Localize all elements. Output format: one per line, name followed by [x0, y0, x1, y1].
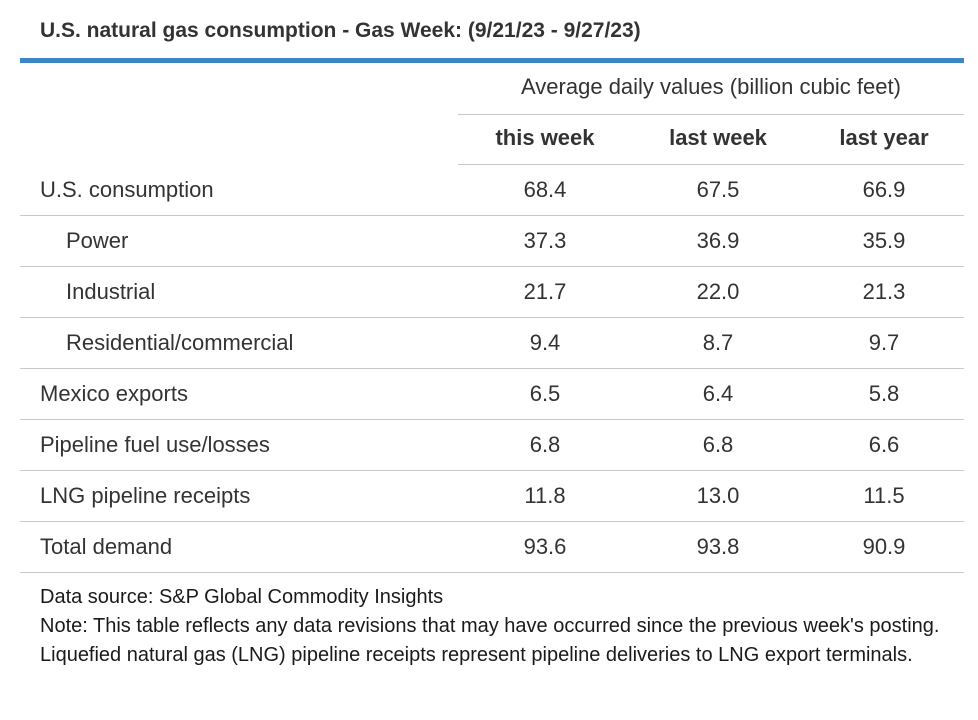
cell-last-year: 35.9: [862, 228, 906, 253]
table-row: Industrial 21.7 22.0 21.3: [20, 267, 964, 318]
row-label: Pipeline fuel use/losses: [40, 432, 270, 457]
cell-this-week: 68.4: [523, 177, 567, 202]
cell-this-week: 37.3: [523, 228, 567, 253]
cell-last-week: 6.4: [702, 381, 734, 406]
column-header-this-week: this week: [495, 125, 595, 150]
cell-last-week: 22.0: [696, 279, 740, 304]
cell-last-year: 9.7: [868, 330, 900, 355]
cell-last-year: 6.6: [868, 432, 900, 457]
table-row: Residential/commercial 9.4 8.7 9.7: [20, 318, 964, 369]
column-header-last-year: last year: [839, 125, 929, 150]
group-header-rule: [458, 114, 964, 115]
table-row: LNG pipeline receipts 11.8 13.0 11.5: [20, 471, 964, 522]
table-notes: Data source: S&P Global Commodity Insigh…: [40, 583, 960, 670]
cell-last-week: 13.0: [696, 483, 740, 508]
cell-last-year: 21.3: [862, 279, 906, 304]
table-body: U.S. consumption 68.4 67.5 66.9 Power 37.3 36.…: [20, 165, 964, 573]
column-group-header: Average daily values (billion cubic feet…: [521, 74, 901, 99]
row-label: Residential/commercial: [66, 330, 294, 355]
column-header-rule: [458, 164, 964, 165]
table-row: U.S. consumption 68.4 67.5 66.9: [20, 165, 964, 216]
title-accent-rule: [20, 58, 964, 63]
cell-last-week: 6.8: [702, 432, 734, 457]
table-row: Mexico exports 6.5 6.4 5.8: [20, 369, 964, 420]
row-label: Industrial: [66, 279, 156, 304]
row-label: LNG pipeline receipts: [40, 483, 251, 508]
cell-this-week: 6.8: [529, 432, 561, 457]
cell-last-week: 36.9: [696, 228, 740, 253]
revision-note: Note: This table reflects any data revis…: [40, 615, 940, 666]
row-label: Total demand: [40, 534, 173, 559]
cell-this-week: 21.7: [523, 279, 567, 304]
column-header-last-week: last week: [669, 125, 767, 150]
cell-last-year: 5.8: [868, 381, 900, 406]
data-source-note: Data source: S&P Global Commodity Insigh…: [40, 586, 444, 608]
cell-last-week: 8.7: [702, 330, 734, 355]
cell-last-year: 11.5: [863, 483, 905, 508]
table-title: U.S. natural gas consumption - Gas Week:…: [40, 19, 641, 42]
row-label: Power: [66, 228, 129, 253]
cell-last-week: 93.8: [696, 534, 740, 559]
table-row: Total demand 93.6 93.8 90.9: [20, 522, 964, 573]
table-row: Pipeline fuel use/losses 6.8 6.8 6.6: [20, 420, 964, 471]
row-label: Mexico exports: [40, 381, 188, 406]
cell-this-week: 9.4: [529, 330, 561, 355]
cell-this-week: 11.8: [524, 483, 566, 508]
cell-last-year: 66.9: [862, 177, 906, 202]
table-row: Power 37.3 36.9 35.9: [20, 216, 964, 267]
cell-last-year: 90.9: [862, 534, 906, 559]
cell-this-week: 6.5: [529, 381, 561, 406]
row-label: U.S. consumption: [40, 177, 214, 202]
cell-this-week: 93.6: [523, 534, 567, 559]
cell-last-week: 67.5: [696, 177, 740, 202]
